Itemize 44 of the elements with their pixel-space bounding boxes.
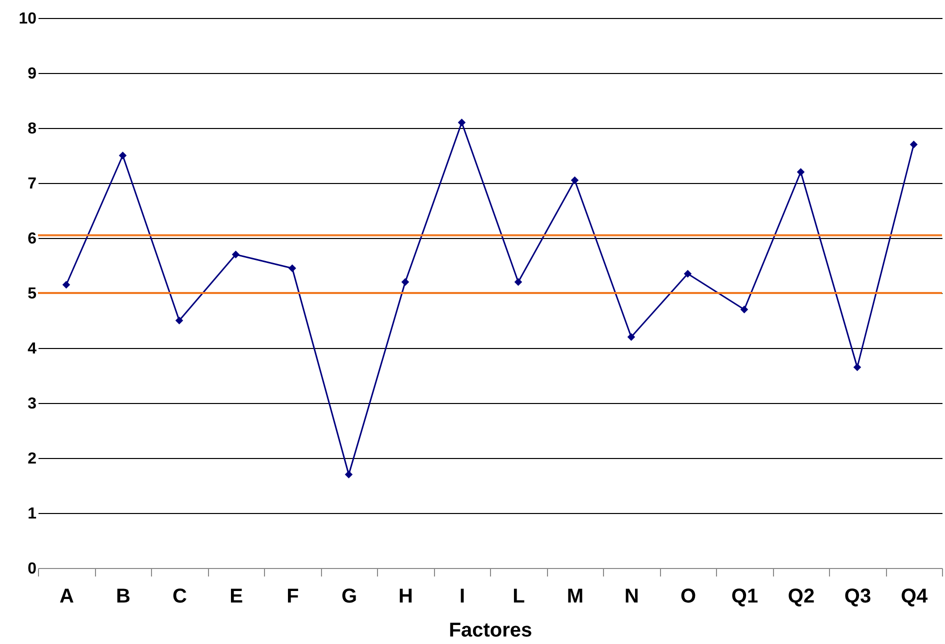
point: [458, 118, 466, 126]
point: [175, 316, 184, 324]
x-tick-label: G: [341, 586, 358, 608]
point: [232, 250, 240, 258]
point: [853, 363, 862, 372]
y-tick-label: 5: [28, 286, 37, 302]
point: [570, 176, 579, 184]
x-tick-label: N: [624, 586, 639, 608]
y-tick-label: 9: [28, 66, 37, 82]
y-tick-label: 6: [28, 230, 37, 248]
point: [401, 278, 410, 286]
point: [344, 470, 353, 478]
y-tick-label: 4: [28, 340, 37, 358]
x-tick-label: B: [116, 586, 130, 608]
point: [796, 168, 805, 176]
point: [684, 270, 692, 278]
x-tick-label: Q1: [731, 586, 758, 608]
x-axis-title: Factores: [448, 620, 532, 642]
point: [627, 333, 636, 341]
x-tick-label: H: [398, 586, 413, 608]
point: [910, 140, 918, 148]
x-tick-label: I: [459, 586, 466, 608]
point: [118, 152, 127, 160]
point: [62, 280, 70, 289]
x-tick-label: M: [566, 586, 584, 608]
point: [288, 264, 296, 272]
point: [740, 306, 748, 314]
y-tick-label: 0: [28, 560, 37, 578]
y-tick-label: 1: [28, 506, 37, 522]
x-tick-label: F: [286, 586, 299, 608]
x-tick-label: Q2: [788, 586, 815, 608]
x-tick-label: Q3: [844, 586, 872, 608]
x-tick-label: Q4: [900, 586, 928, 608]
x-tick-label: L: [512, 586, 525, 608]
y-tick-label: 3: [28, 396, 37, 412]
y-tick-label: 2: [28, 450, 37, 468]
x-tick-label: A: [60, 586, 74, 608]
y-tick-label: 10: [18, 10, 37, 28]
y-tick-label: 7: [28, 176, 37, 192]
y-tick-label: 8: [28, 120, 37, 138]
x-tick-label: C: [172, 586, 187, 608]
point: [514, 278, 522, 286]
x-tick-label: E: [230, 586, 243, 608]
x-tick-label: O: [680, 586, 696, 608]
